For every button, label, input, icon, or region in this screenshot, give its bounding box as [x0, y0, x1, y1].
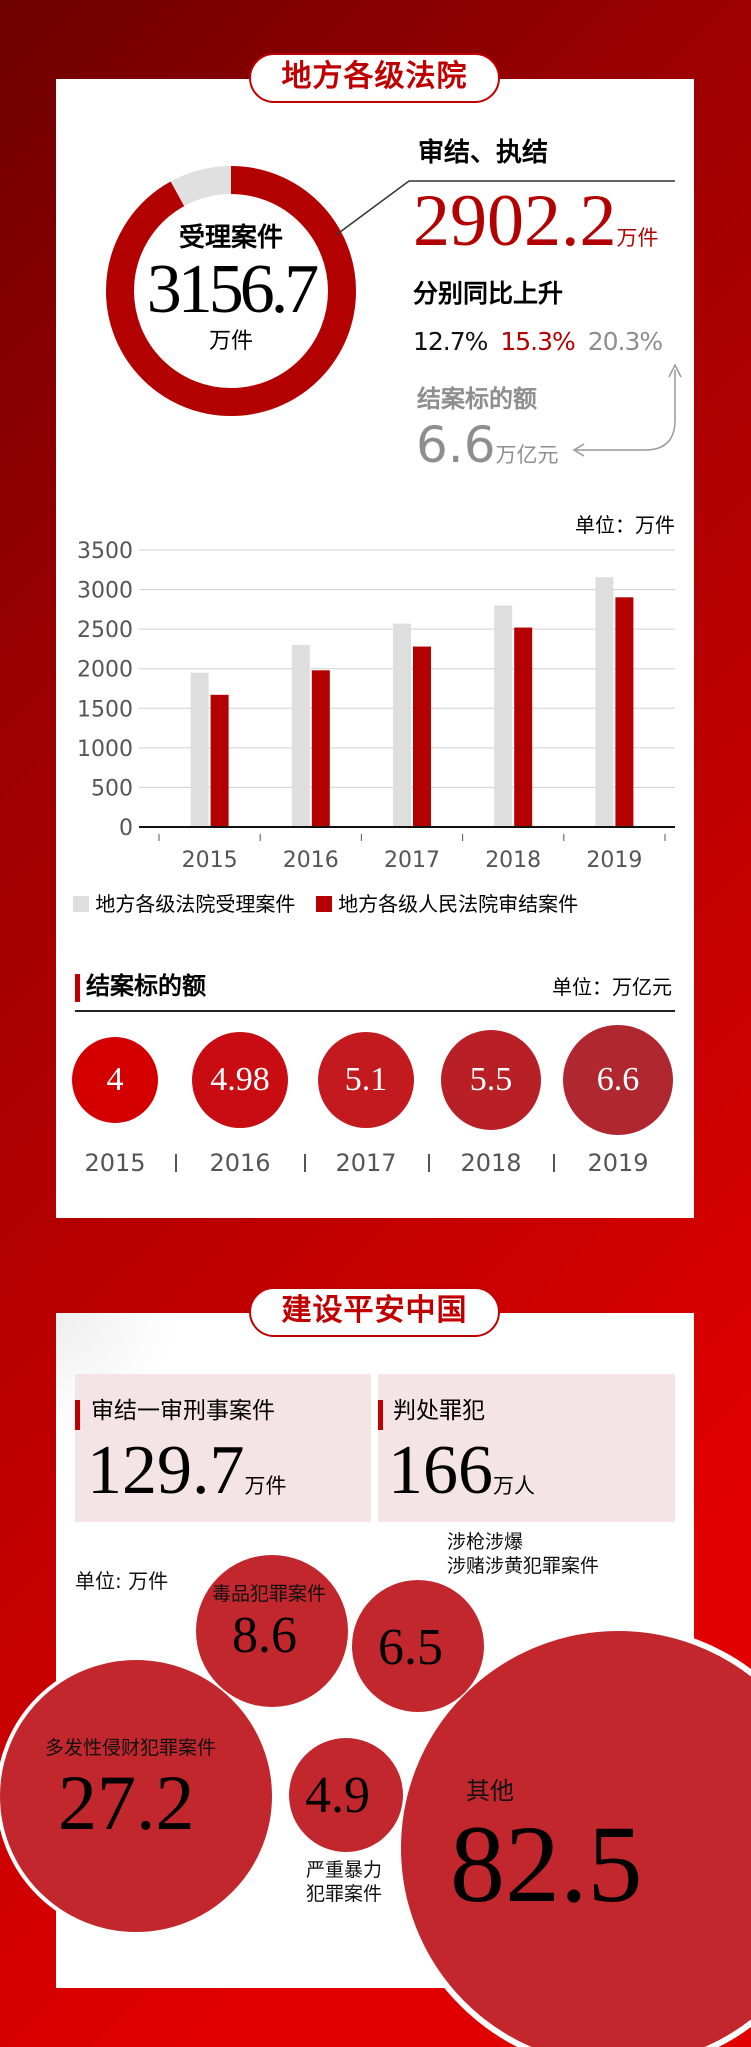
growth-values: 12.7% 15.3% 20.3% [413, 327, 663, 356]
convicts-unit: 万人 [493, 1474, 535, 1498]
x-tick-label: 2015 [182, 848, 238, 873]
bubble-gun-label-1: 涉枪涉爆 [447, 1531, 524, 1553]
amount-heading-unit: 单位：万亿元 [552, 975, 672, 999]
bar-accepted [291, 644, 310, 827]
legend-swatch-accepted [73, 896, 89, 912]
bar-concluded [413, 646, 431, 827]
growth-value-2: 15.3% [500, 327, 575, 356]
amount-circle-2019: 6.6 [563, 1025, 673, 1135]
concluded-value: 2902.2 [413, 180, 617, 262]
criminal-cases-figure: 129.7万件 [87, 1436, 287, 1523]
section-title-safety: 建设平安中国 [249, 1287, 500, 1337]
year-separator [553, 1154, 555, 1172]
y-tick-label: 1000 [77, 737, 133, 762]
y-tick-label: 0 [119, 816, 133, 841]
bar-accepted [393, 623, 411, 827]
x-tick-label: 2017 [384, 848, 440, 873]
convicts-value: 166 [388, 1432, 493, 1509]
bubble-violence-value: 4.9 [305, 1767, 370, 1824]
convicts-figure: 166万人 [388, 1436, 535, 1523]
amount-figure: 6.6万亿元 [416, 418, 559, 484]
growth-label: 分别同比上升 [413, 279, 564, 308]
concluded-figure: 2902.2万件 [413, 184, 659, 277]
chart-legend: 地方各级法院受理案件 地方各级人民法院审结案件 [73, 892, 578, 916]
y-tick-label: 1500 [77, 697, 133, 722]
bar-concluded [210, 694, 229, 827]
convicts-box: 判处罪犯 166万人 [378, 1374, 675, 1522]
amount-year-label: 2019 [587, 1149, 649, 1177]
bubble-violence-label-2: 犯罪案件 [306, 1883, 383, 1905]
amount-circle-2018: 5.5 [441, 1030, 541, 1130]
amount-heading-bar [75, 974, 80, 1002]
bar-accepted [494, 605, 513, 827]
amount-circle-2016: 4.98 [192, 1032, 288, 1128]
x-tick-label: 2019 [586, 848, 642, 873]
bubble-violence-label-1: 严重暴力 [306, 1859, 383, 1881]
chart-unit-label: 单位：万件 [575, 513, 675, 537]
donut-value: 3156.7 [146, 251, 320, 328]
criminal-cases-label: 审结一审刑事案件 [91, 1398, 275, 1424]
criminal-cases-unit: 万件 [244, 1474, 287, 1498]
x-tick-label: 2016 [283, 848, 339, 873]
criminal-cases-value: 129.7 [87, 1432, 245, 1509]
legend-label-concluded: 地方各级人民法院审结案件 [338, 892, 579, 916]
bar-concluded [311, 670, 330, 827]
growth-value-3: 20.3% [587, 327, 663, 356]
y-tick-label: 2000 [77, 658, 133, 683]
amount-year-label: 2018 [460, 1149, 522, 1177]
amount-label: 结案标的额 [417, 385, 537, 413]
y-tick-label: 3000 [77, 579, 133, 604]
bubble-unit: 单位: 万件 [75, 1569, 169, 1593]
bubble-gun-label-2: 涉赌涉黄犯罪案件 [447, 1555, 600, 1577]
bar-accepted [595, 577, 614, 827]
bar-accepted [190, 672, 209, 827]
accent-bar [378, 1400, 383, 1430]
section-title-courts: 地方各级法院 [249, 53, 500, 103]
bubble-gun-value: 6.5 [378, 1619, 443, 1676]
year-separator [428, 1154, 430, 1172]
bubble-other-label: 其他 [466, 1777, 514, 1805]
concluded-label: 审结、执结 [418, 138, 549, 168]
concluded-unit: 万件 [616, 226, 659, 250]
bar-concluded [514, 627, 533, 827]
y-tick-label: 500 [91, 776, 133, 801]
donut-label: 受理案件 [178, 223, 283, 253]
criminal-cases-box: 审结一审刑事案件 129.7万件 [75, 1374, 371, 1522]
amount-year-label: 2017 [335, 1149, 397, 1177]
amount-heading: 结案标的额 [86, 972, 206, 1000]
year-separator [175, 1154, 177, 1172]
y-tick-label: 2500 [77, 618, 133, 643]
donut-unit: 万件 [208, 329, 253, 354]
amount-circle-2015: 4 [72, 1037, 158, 1123]
amount-unit: 万亿元 [495, 443, 559, 467]
bubble-drug-label: 毒品犯罪案件 [212, 1583, 327, 1605]
growth-value-1: 12.7% [413, 327, 488, 356]
bubble-property-label: 多发性侵财犯罪案件 [45, 1737, 217, 1759]
legend-label-accepted: 地方各级法院受理案件 [95, 892, 296, 916]
x-tick-label: 2018 [485, 848, 541, 873]
amount-heading-rule [75, 1010, 675, 1012]
convicts-label: 判处罪犯 [393, 1398, 485, 1424]
accent-bar [75, 1400, 80, 1430]
bar-concluded [615, 597, 634, 827]
amount-circle-2017: 5.1 [318, 1032, 414, 1128]
y-tick-label: 3500 [77, 539, 133, 564]
legend-swatch-concluded [315, 896, 332, 912]
bubble-other-value: 82.5 [450, 1803, 643, 1925]
amount-year-label: 2016 [209, 1149, 271, 1177]
bubble-property-value: 27.2 [58, 1759, 195, 1846]
amount-value: 6.6 [416, 416, 496, 474]
year-separator [304, 1154, 306, 1172]
amount-year-label: 2015 [84, 1149, 146, 1177]
bar-chart: 0 500 1000 1500 2000 2500 3000 3500 2015 2016 2017… [77, 539, 675, 873]
bubble-drug-value: 8.6 [232, 1607, 297, 1664]
